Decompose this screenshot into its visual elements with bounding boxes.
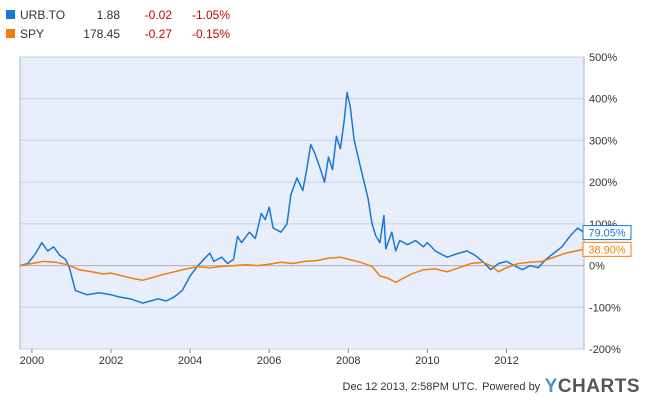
end-labels: 79.05% 38.90% — [582, 225, 632, 257]
x-tick-label: 2010 — [415, 355, 439, 367]
change: -0.27 — [144, 27, 172, 41]
price: 178.45 — [83, 27, 120, 41]
price: 1.88 — [96, 8, 120, 22]
x-tick-label: 2012 — [494, 355, 518, 367]
series-line-urb-to[interactable] — [19, 91, 585, 304]
plot-area — [19, 56, 585, 350]
change-percent: -0.15% — [191, 27, 230, 41]
end-label-text: 79.05% — [588, 228, 626, 240]
series-group — [19, 91, 585, 304]
end-label-text: 38.90% — [588, 244, 626, 256]
spy-swatch — [6, 29, 15, 38]
timestamp: Dec 12 2013, 2:58PM UTC. — [342, 381, 478, 393]
symbol: SPY — [20, 27, 45, 41]
series-line-spy[interactable] — [19, 248, 585, 284]
end-label-box — [582, 225, 632, 241]
change: -0.02 — [144, 8, 172, 22]
urb-swatch — [6, 10, 15, 19]
x-tick-label: 2004 — [178, 355, 202, 367]
x-tick-label: 2000 — [20, 355, 44, 367]
y-tick-label: 300% — [589, 135, 617, 147]
symbol: URB.TO — [20, 8, 66, 22]
end-label-spy: 38.90% — [582, 241, 632, 257]
x-tick-label: 2008 — [336, 355, 360, 367]
end-label-urb-to: 79.05% — [582, 225, 632, 241]
y-tick-label: -200% — [589, 344, 621, 356]
change-percent: -1.05% — [191, 8, 230, 22]
y-tick-label: 400% — [589, 94, 617, 106]
y-tick-label: 200% — [589, 177, 617, 189]
x-tick-label: 2006 — [257, 355, 281, 367]
gridlines — [20, 56, 584, 350]
ycharts-logo-y: Y — [544, 376, 558, 397]
y-tick-label: 500% — [589, 52, 617, 64]
y-axis: 500%400%300%200%100%0%-100%-200% — [589, 52, 621, 356]
ycharts-logo-text: CHARTS — [557, 376, 640, 397]
end-label-box — [582, 241, 632, 257]
y-tick-label: -100% — [589, 302, 621, 314]
ycharts-logo[interactable]: YCHARTS — [545, 376, 640, 397]
footer: Dec 12 2013, 2:58PM UTC. Powered by YCHA… — [343, 376, 640, 398]
y-tick-label: 0% — [589, 261, 605, 273]
x-axis: 2000 2002 2004 2006 2008 2010 2012 — [20, 349, 519, 367]
x-tick-label: 2002 — [99, 355, 123, 367]
powered-by: Powered by — [482, 381, 541, 393]
